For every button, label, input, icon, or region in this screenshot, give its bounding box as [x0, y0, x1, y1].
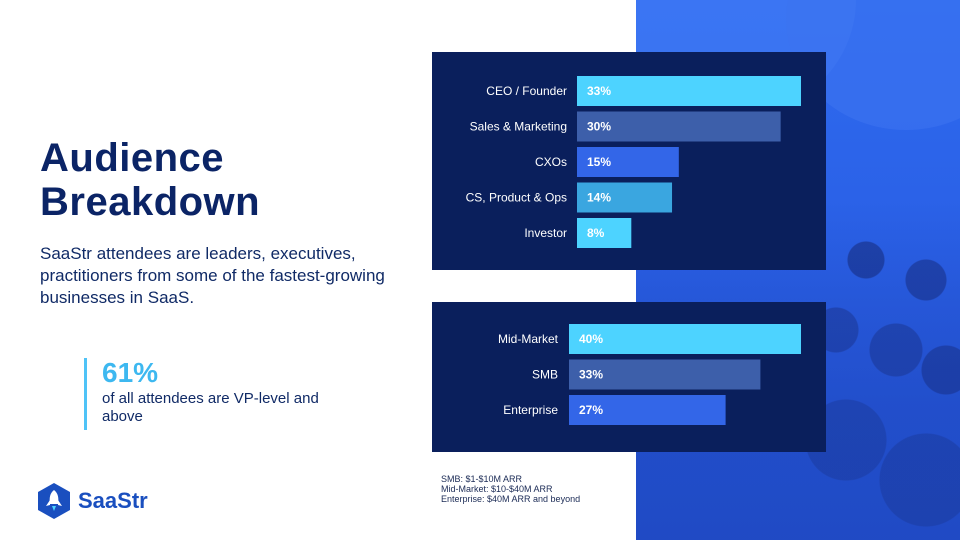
category-label: Investor: [524, 226, 567, 240]
bar: [569, 395, 726, 425]
value-label: 15%: [587, 155, 611, 169]
rocket-logo-icon: [38, 483, 70, 519]
role-bar-chart: CEO / Founder 33% Sales & Marketing 30% CXOs…: [466, 76, 801, 248]
stat-description: of all attendees are VP-level and above: [102, 390, 319, 425]
category-label: CEO / Founder: [486, 84, 567, 98]
value-label: 33%: [587, 84, 611, 98]
category-label: Mid-Market: [498, 332, 559, 346]
footnote-mid-market: Mid-Market: $10-$40M ARR: [441, 484, 553, 494]
value-label: 8%: [587, 226, 605, 240]
vp-level-stat: 61% of all attendees are VP-level and ab…: [84, 358, 362, 430]
value-label: 27%: [579, 403, 603, 417]
category-label: CS, Product & Ops: [466, 191, 567, 205]
company-size-bar-chart: Mid-Market 40% SMB 33% Enterprise 27%: [498, 324, 801, 425]
bar: [569, 324, 801, 354]
bar: [577, 147, 679, 177]
saastr-logo: SaaStr: [36, 482, 148, 520]
bar: [577, 182, 673, 213]
value-label: 14%: [587, 191, 611, 205]
bar: [577, 111, 781, 142]
value-label: 33%: [579, 368, 603, 382]
stat-value: 61%: [102, 357, 159, 388]
page-title: Audience Breakdown: [40, 136, 400, 224]
segment-definitions: SMB: $1-$10M ARR Mid-Market: $10-$40M AR…: [441, 474, 580, 504]
category-label: SMB: [532, 368, 558, 382]
category-label: CXOs: [535, 155, 567, 169]
value-label: 30%: [587, 120, 611, 134]
company-size-chart-panel: Mid-Market 40% SMB 33% Enterprise 27%: [432, 302, 826, 452]
page-subtitle: SaaStr attendees are leaders, executives…: [40, 244, 385, 307]
footnote-smb: SMB: $1-$10M ARR: [441, 474, 523, 484]
brand-name: SaaStr: [78, 488, 148, 513]
title-line-2: Breakdown: [40, 180, 261, 224]
bar: [569, 359, 761, 390]
role-chart-panel: CEO / Founder 33% Sales & Marketing 30% CXOs…: [432, 52, 826, 270]
title-line-1: Audience: [40, 136, 225, 180]
category-label: Enterprise: [503, 403, 558, 417]
bar: [577, 76, 801, 106]
bar: [577, 218, 632, 248]
category-label: Sales & Marketing: [470, 120, 567, 134]
footnote-enterprise: Enterprise: $40M ARR and beyond: [441, 494, 581, 504]
value-label: 40%: [579, 332, 603, 346]
